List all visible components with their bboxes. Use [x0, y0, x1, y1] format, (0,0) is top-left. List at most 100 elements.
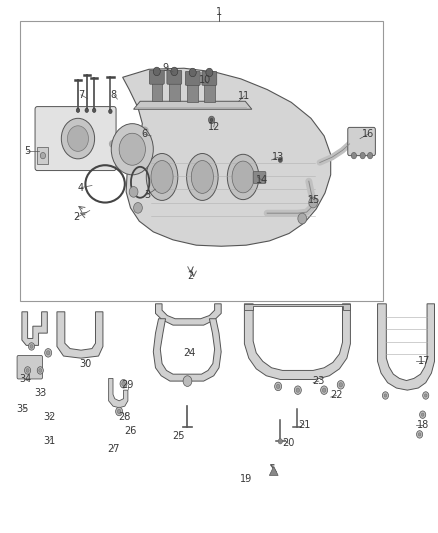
Circle shape	[117, 409, 121, 414]
Text: 25: 25	[173, 431, 185, 441]
Bar	[20, 21, 383, 301]
Text: 12: 12	[208, 122, 220, 132]
Circle shape	[421, 413, 424, 416]
Text: 10: 10	[199, 75, 211, 85]
Text: 27: 27	[107, 444, 119, 454]
Circle shape	[294, 386, 301, 394]
Circle shape	[206, 68, 213, 77]
Polygon shape	[155, 304, 221, 325]
Text: 5: 5	[24, 146, 30, 156]
Circle shape	[424, 394, 427, 397]
Circle shape	[111, 124, 153, 175]
Text: 28: 28	[119, 412, 131, 422]
Circle shape	[183, 376, 192, 386]
Circle shape	[351, 152, 357, 159]
Circle shape	[418, 433, 421, 436]
Circle shape	[129, 187, 138, 197]
Circle shape	[76, 108, 80, 112]
Text: 15: 15	[308, 195, 321, 205]
Text: 13: 13	[272, 152, 284, 162]
FancyBboxPatch shape	[35, 107, 116, 171]
Ellipse shape	[146, 154, 178, 200]
Text: 14: 14	[256, 175, 268, 185]
Circle shape	[296, 388, 300, 392]
Circle shape	[275, 382, 282, 391]
Text: 18: 18	[417, 421, 429, 430]
Circle shape	[85, 108, 88, 112]
Text: 23: 23	[313, 376, 325, 386]
FancyBboxPatch shape	[149, 70, 164, 84]
Text: 20: 20	[282, 439, 294, 448]
Circle shape	[278, 157, 283, 163]
Circle shape	[382, 392, 389, 399]
Ellipse shape	[232, 161, 254, 193]
FancyBboxPatch shape	[202, 71, 217, 85]
Circle shape	[278, 439, 283, 444]
Circle shape	[39, 369, 42, 372]
Text: 2: 2	[187, 271, 194, 280]
Polygon shape	[153, 319, 221, 381]
FancyBboxPatch shape	[253, 172, 266, 183]
Text: 21: 21	[298, 421, 311, 430]
Circle shape	[208, 116, 215, 124]
Polygon shape	[269, 466, 278, 475]
Circle shape	[210, 118, 213, 122]
Text: 6: 6	[141, 130, 148, 139]
Polygon shape	[378, 304, 434, 390]
Polygon shape	[109, 378, 128, 408]
FancyBboxPatch shape	[17, 356, 42, 379]
Text: 9: 9	[162, 63, 169, 73]
Ellipse shape	[227, 155, 259, 199]
FancyBboxPatch shape	[348, 127, 375, 156]
Text: 17: 17	[418, 357, 430, 366]
Circle shape	[423, 392, 429, 399]
Text: 26: 26	[124, 426, 137, 435]
Text: 32: 32	[43, 412, 55, 422]
Bar	[37, 147, 48, 164]
Polygon shape	[134, 101, 252, 109]
Circle shape	[120, 379, 127, 388]
Text: 4: 4	[78, 183, 84, 192]
Circle shape	[417, 431, 423, 438]
Text: 24: 24	[183, 348, 195, 358]
Ellipse shape	[151, 160, 173, 193]
Text: 33: 33	[34, 389, 46, 398]
Circle shape	[25, 367, 31, 374]
Text: 19: 19	[240, 474, 252, 483]
Polygon shape	[57, 312, 103, 358]
Circle shape	[309, 197, 318, 208]
Circle shape	[40, 152, 46, 159]
Bar	[187, 82, 198, 102]
Circle shape	[322, 388, 326, 392]
Circle shape	[276, 384, 280, 389]
Circle shape	[28, 343, 35, 350]
Text: 30: 30	[79, 359, 92, 368]
Circle shape	[30, 345, 33, 349]
Ellipse shape	[187, 154, 218, 200]
Text: 16: 16	[362, 130, 374, 139]
Circle shape	[153, 67, 160, 76]
Polygon shape	[244, 304, 350, 310]
Polygon shape	[244, 304, 350, 379]
Text: 8: 8	[111, 90, 117, 100]
Text: 7: 7	[78, 90, 84, 100]
Bar	[204, 82, 215, 102]
FancyBboxPatch shape	[185, 71, 200, 85]
Circle shape	[37, 367, 43, 374]
Polygon shape	[123, 68, 331, 246]
Text: 29: 29	[122, 380, 134, 390]
Text: 3: 3	[145, 190, 151, 199]
Bar	[169, 81, 180, 101]
Circle shape	[367, 152, 373, 159]
Circle shape	[116, 407, 123, 416]
Text: 1: 1	[216, 7, 222, 17]
Circle shape	[339, 383, 343, 387]
Circle shape	[109, 109, 112, 114]
Circle shape	[337, 381, 344, 389]
Text: 11: 11	[238, 91, 251, 101]
Circle shape	[67, 126, 88, 151]
Circle shape	[384, 394, 387, 397]
Circle shape	[26, 369, 29, 372]
Circle shape	[61, 118, 95, 159]
Circle shape	[420, 411, 426, 418]
